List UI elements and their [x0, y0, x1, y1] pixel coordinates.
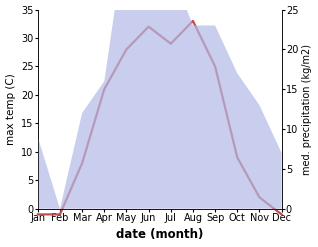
Y-axis label: max temp (C): max temp (C): [5, 73, 16, 145]
Y-axis label: med. precipitation (kg/m2): med. precipitation (kg/m2): [302, 44, 313, 175]
X-axis label: date (month): date (month): [116, 228, 204, 242]
